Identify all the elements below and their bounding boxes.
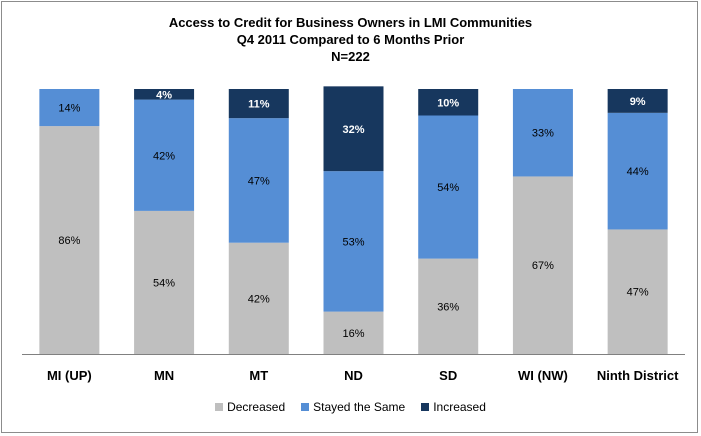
- bar-sd-decreased: [418, 258, 479, 354]
- data-label-nd-increased: 32%: [342, 124, 364, 136]
- x-tick-label-nd: ND: [344, 368, 363, 383]
- bar-mn-decreased: [134, 210, 195, 354]
- data-label-nd-decreased: 16%: [342, 328, 364, 340]
- legend-label-stayed-the-same: Stayed the Same: [313, 400, 406, 414]
- bar-mt-increased: [228, 89, 289, 119]
- chart-title-line-3: N=222: [331, 49, 370, 64]
- x-tick-label-mi-up: MI (UP): [47, 368, 92, 383]
- bar-wi-nw-decreased: [512, 176, 573, 354]
- bar-sd-increased: [418, 89, 479, 116]
- bar-mt-decreased: [228, 242, 289, 354]
- data-label-sd-decreased: 36%: [437, 301, 459, 313]
- data-label-ninth-district-stayed-the-same: 44%: [627, 166, 649, 178]
- bar-mi-up-stayed-the-same: [39, 89, 100, 127]
- data-label-mi-up-decreased: 86%: [58, 235, 80, 247]
- x-tick-label-mn: MN: [154, 368, 174, 383]
- bar-nd-increased: [323, 86, 384, 172]
- legend-item-decreased: Decreased: [215, 400, 285, 414]
- chart-title-line-2: Q4 2011 Compared to 6 Months Prior: [236, 32, 465, 47]
- legend-label-decreased: Decreased: [227, 400, 286, 414]
- data-label-wi-nw-stayed-the-same: 33%: [532, 128, 554, 140]
- bar-wi-nw-stayed-the-same: [512, 89, 573, 177]
- legend: Decreased Stayed the Same Increased: [0, 399, 701, 415]
- x-tick-labels: MI (UP) MN MT ND SD WI (NW) Ninth District: [47, 368, 679, 383]
- chart-title-line-1: Access to Credit for Business Owners in …: [168, 15, 533, 30]
- data-label-mt-decreased: 42%: [248, 293, 270, 305]
- x-tick-label-ninth-district: Ninth District: [597, 368, 679, 383]
- x-tick-label-wi-nw: WI (NW): [518, 368, 568, 383]
- legend-item-stayed-the-same: Stayed the Same: [301, 400, 405, 414]
- x-tick-label-sd: SD: [439, 368, 457, 383]
- legend-swatch-increased: [421, 403, 430, 411]
- data-label-mn-stayed-the-same: 42%: [153, 150, 175, 162]
- data-label-sd-increased: 10%: [437, 97, 459, 109]
- data-label-ninth-district-decreased: 47%: [627, 287, 649, 299]
- data-label-wi-nw-decreased: 67%: [532, 260, 554, 272]
- legend-swatch-decreased: [215, 403, 224, 411]
- data-label-mt-increased: 11%: [248, 99, 270, 111]
- data-label-mn-decreased: 54%: [153, 277, 175, 289]
- bars-group: 86% 14% 54% 42% 4% 42% 47% 11% 16% 53% 32% 36% 54% 10…: [39, 86, 668, 354]
- bar-ninth-district-increased: [607, 89, 668, 113]
- bar-mn-increased: [134, 89, 195, 100]
- x-tick-label-mt: MT: [249, 368, 268, 383]
- legend-label-increased: Increased: [433, 400, 486, 414]
- bar-sd-stayed-the-same: [418, 115, 479, 259]
- legend-swatch-stayed-the-same: [301, 403, 310, 411]
- data-label-mt-stayed-the-same: 47%: [248, 175, 270, 187]
- chart-title: Access to Credit for Business Owners in …: [0, 14, 701, 65]
- legend-item-increased: Increased: [421, 400, 486, 414]
- data-label-nd-stayed-the-same: 53%: [342, 236, 364, 248]
- bar-nd-decreased: [323, 311, 384, 354]
- data-label-mi-up-stayed-the-same: 14%: [58, 103, 80, 115]
- bar-ninth-district-decreased: [607, 229, 668, 354]
- bar-mt-stayed-the-same: [228, 118, 289, 243]
- data-label-ninth-district-increased: 9%: [630, 96, 646, 108]
- bar-mn-stayed-the-same: [134, 99, 195, 211]
- bar-ninth-district-stayed-the-same: [607, 112, 668, 230]
- bar-nd-stayed-the-same: [323, 171, 384, 312]
- data-label-sd-stayed-the-same: 54%: [437, 182, 459, 194]
- data-label-mn-increased: 4%: [156, 89, 172, 101]
- bar-mi-up-decreased: [39, 126, 100, 354]
